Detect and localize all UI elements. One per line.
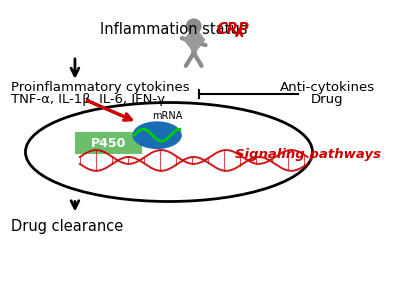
Text: Proinflammatory cytokines: Proinflammatory cytokines: [10, 81, 189, 94]
Text: Inflammation status: Inflammation status: [100, 22, 247, 37]
Ellipse shape: [132, 121, 182, 149]
Text: P450: P450: [91, 137, 126, 150]
Text: Drug: Drug: [311, 93, 344, 106]
Circle shape: [186, 18, 202, 34]
Text: Drug clearance: Drug clearance: [10, 219, 123, 234]
Text: Anti-cytokines: Anti-cytokines: [280, 81, 375, 94]
Ellipse shape: [190, 38, 198, 48]
Text: ♦: ♦: [176, 24, 211, 62]
Text: Signaling pathways: Signaling pathways: [234, 149, 380, 161]
Bar: [75, 132, 142, 154]
Text: CRP: CRP: [216, 22, 249, 37]
Text: mRNA: mRNA: [152, 111, 182, 121]
Text: TNF-α, IL-1β, IL-6, IFN-γ: TNF-α, IL-1β, IL-6, IFN-γ: [10, 93, 165, 106]
